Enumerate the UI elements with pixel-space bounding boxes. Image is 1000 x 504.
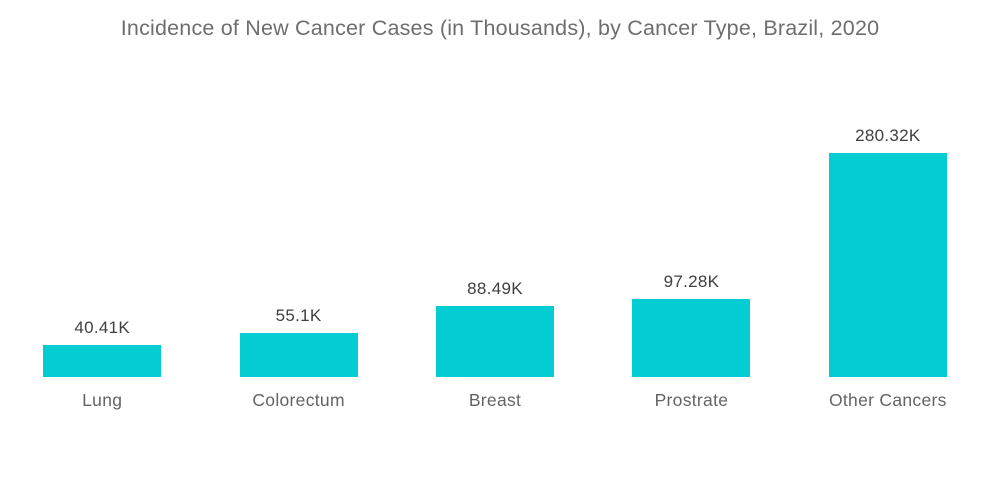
category-label: Breast xyxy=(468,390,522,410)
bar-value-label: 55.1K xyxy=(275,306,322,325)
bar-value-label: 40.41K xyxy=(74,317,131,337)
category-label: Colorectum xyxy=(252,390,345,410)
plot-area: 40.41K Lung 55.1K Colorectum 88.49K Breast 97.… xyxy=(4,110,986,410)
bar-value-label: 88.49K xyxy=(467,279,523,299)
bar xyxy=(632,299,751,377)
bar xyxy=(239,333,358,377)
bar-value-label: 97.28K xyxy=(663,272,720,292)
bar-group-prostrate: 97.28K Prostrate xyxy=(593,110,789,410)
bar xyxy=(43,344,162,377)
category-label: Lung xyxy=(82,390,123,410)
bar-group-lung: 40.41K Lung xyxy=(4,110,200,410)
bar-group-other-cancers: 280.32K Other Cancers xyxy=(790,110,986,410)
bar-group-colorectum: 55.1K Colorectum xyxy=(200,110,396,410)
bar xyxy=(828,153,947,377)
bar-group-breast: 88.49K Breast xyxy=(397,110,593,410)
bar-value-label: 280.32K xyxy=(855,126,921,145)
bar xyxy=(436,306,555,377)
category-label: Prostrate xyxy=(654,390,729,410)
category-label: Other Cancers xyxy=(828,390,947,410)
chart-title: Incidence of New Cancer Cases (in Thousa… xyxy=(120,16,880,40)
